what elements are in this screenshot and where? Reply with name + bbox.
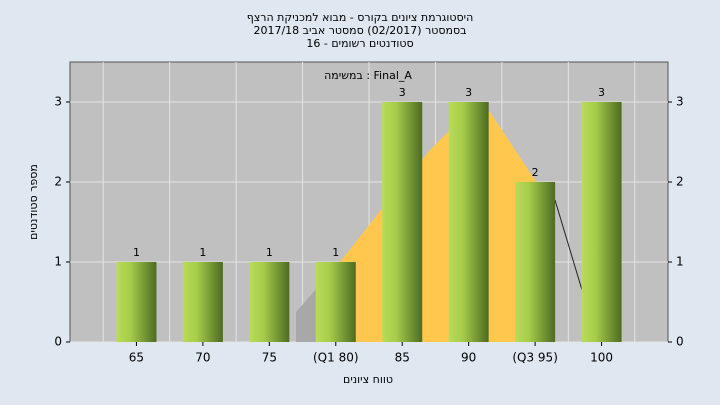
bar <box>182 262 223 342</box>
value-label: 3 <box>465 86 472 99</box>
bar <box>581 102 622 342</box>
distribution-line <box>554 199 583 291</box>
y2-tick-label: 2 <box>676 175 684 189</box>
x-tick-label: 75 <box>262 351 277 365</box>
chart-subtitle: בסמסטר (02/2017) סמסטר אביב 2017/18 <box>253 24 466 37</box>
value-label: 3 <box>399 86 406 99</box>
value-label: 3 <box>598 86 605 99</box>
bar <box>116 262 157 342</box>
value-label: 1 <box>133 246 140 259</box>
chart-subtitle: סטודנטים רשומים - 16 <box>306 37 413 50</box>
x-tick-label: 100 <box>590 351 613 365</box>
annotation: במשימה : Final_A <box>324 69 412 82</box>
x-tick-label: 65 <box>129 351 144 365</box>
x-tick-label: 70 <box>195 351 210 365</box>
value-label: 1 <box>332 246 339 259</box>
y2-tick-label: 0 <box>676 335 684 349</box>
x-tick-label: 85 <box>395 351 410 365</box>
y-tick-label: 2 <box>54 175 62 189</box>
x-tick-label: (Q1 80) <box>313 351 359 365</box>
bar <box>448 102 489 342</box>
bar <box>382 102 423 342</box>
chart-title: היסטוגרמת ציונים בקורס - מבוא למכניקת הר… <box>247 11 474 24</box>
y2-tick-label: 3 <box>676 95 684 109</box>
x-tick-label: 90 <box>461 351 476 365</box>
value-label: 1 <box>199 246 206 259</box>
y-axis-label: מספר סטודנטים <box>27 164 40 240</box>
x-axis-label: טווח ציונים <box>343 373 393 386</box>
value-label: 2 <box>532 166 539 179</box>
y-tick-label: 3 <box>54 95 62 109</box>
y-tick-label: 0 <box>54 335 62 349</box>
y2-tick-label: 1 <box>676 255 684 269</box>
bar <box>315 262 356 342</box>
bar <box>515 182 556 342</box>
value-label: 1 <box>266 246 273 259</box>
y-tick-label: 1 <box>54 255 62 269</box>
x-tick-label: (Q3 95) <box>512 351 558 365</box>
bar <box>249 262 290 342</box>
